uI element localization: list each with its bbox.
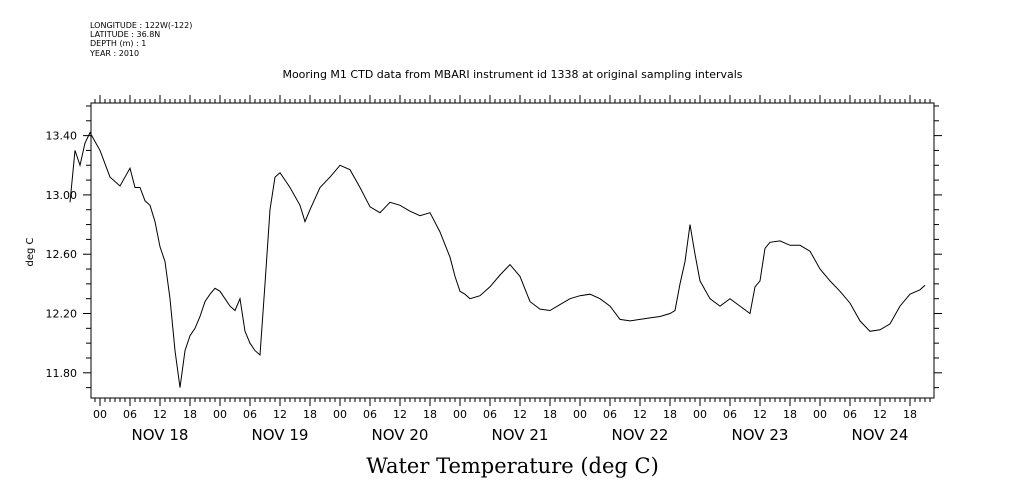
day-label: NOV 24 (852, 426, 909, 444)
x-tick-labels: 00 06 12 18 00 06 12 18 00 06 12 18 00 06 12 18 00 06 12 18… (93, 408, 917, 421)
x-hour-label: 18 (183, 408, 197, 421)
day-label: NOV 22 (612, 426, 669, 444)
day-labels: NOV 18 NOV 19 NOV 20 NOV 21 NOV 22 NOV 23 NOV … (132, 426, 909, 444)
x-hour-label: 00 (333, 408, 347, 421)
temperature-series-line (69, 131, 926, 388)
x-hour-label: 18 (543, 408, 557, 421)
x-hour-label: 12 (513, 408, 527, 421)
y-tick-label: 13.40 (46, 130, 78, 143)
y-tick-label: 13.00 (46, 189, 78, 202)
location-metadata: LONGITUDE : 122W(-122) LATITUDE : 36.8N … (90, 21, 192, 58)
plot-frame (90, 102, 935, 399)
longitude-label: LONGITUDE : 122W(-122) (90, 21, 193, 30)
y-tick-label: 12.20 (46, 308, 78, 321)
day-label: NOV 23 (732, 426, 789, 444)
x-hour-label: 06 (843, 408, 857, 421)
x-hour-label: 18 (303, 408, 317, 421)
plot-border (90, 102, 935, 399)
latitude-label: LATITUDE : 36.8N (90, 30, 161, 40)
x-hour-label: 00 (213, 408, 227, 421)
x-hour-label: 00 (813, 408, 827, 421)
y-tick-label: 12.60 (46, 248, 78, 261)
axis-ticks (83, 95, 942, 406)
y-tick-labels: 11.80 12.20 12.60 13.00 13.40 (46, 130, 78, 380)
x-hour-label: 06 (123, 408, 137, 421)
day-label: NOV 21 (492, 426, 549, 444)
y-tick-label: 11.80 (46, 367, 78, 380)
x-hour-label: 00 (573, 408, 587, 421)
temperature-chart: 11.80 12.20 12.60 13.00 13.40 00 06 12 18 00 06 12… (25, 95, 942, 444)
x-hour-label: 06 (603, 408, 617, 421)
day-label: NOV 19 (252, 426, 309, 444)
x-hour-label: 00 (453, 408, 467, 421)
x-hour-label: 12 (273, 408, 287, 421)
year-label: YEAR : 2010 (90, 48, 140, 58)
chart-title: Mooring M1 CTD data from MBARI instrumen… (282, 68, 743, 81)
x-hour-label: 12 (153, 408, 167, 421)
x-hour-label: 12 (753, 408, 767, 421)
x-hour-label: 18 (663, 408, 677, 421)
x-hour-label: 06 (243, 408, 257, 421)
x-hour-label: 06 (483, 408, 497, 421)
x-hour-label: 18 (423, 408, 437, 421)
x-hour-label: 00 (693, 408, 707, 421)
x-hour-label: 12 (633, 408, 647, 421)
day-label: NOV 20 (372, 426, 429, 444)
y-axis-label: deg C (25, 237, 36, 266)
x-hour-label: 12 (393, 408, 407, 421)
x-hour-label: 06 (723, 408, 737, 421)
x-hour-label: 18 (783, 408, 797, 421)
x-hour-label: 06 (363, 408, 377, 421)
x-axis-label: Water Temperature (deg C) (366, 454, 659, 478)
depth-label: DEPTH (m) : 1 (90, 39, 147, 49)
x-hour-label: 18 (903, 408, 917, 421)
day-label: NOV 18 (132, 426, 189, 444)
x-hour-label: 00 (93, 408, 107, 421)
x-hour-label: 12 (873, 408, 887, 421)
